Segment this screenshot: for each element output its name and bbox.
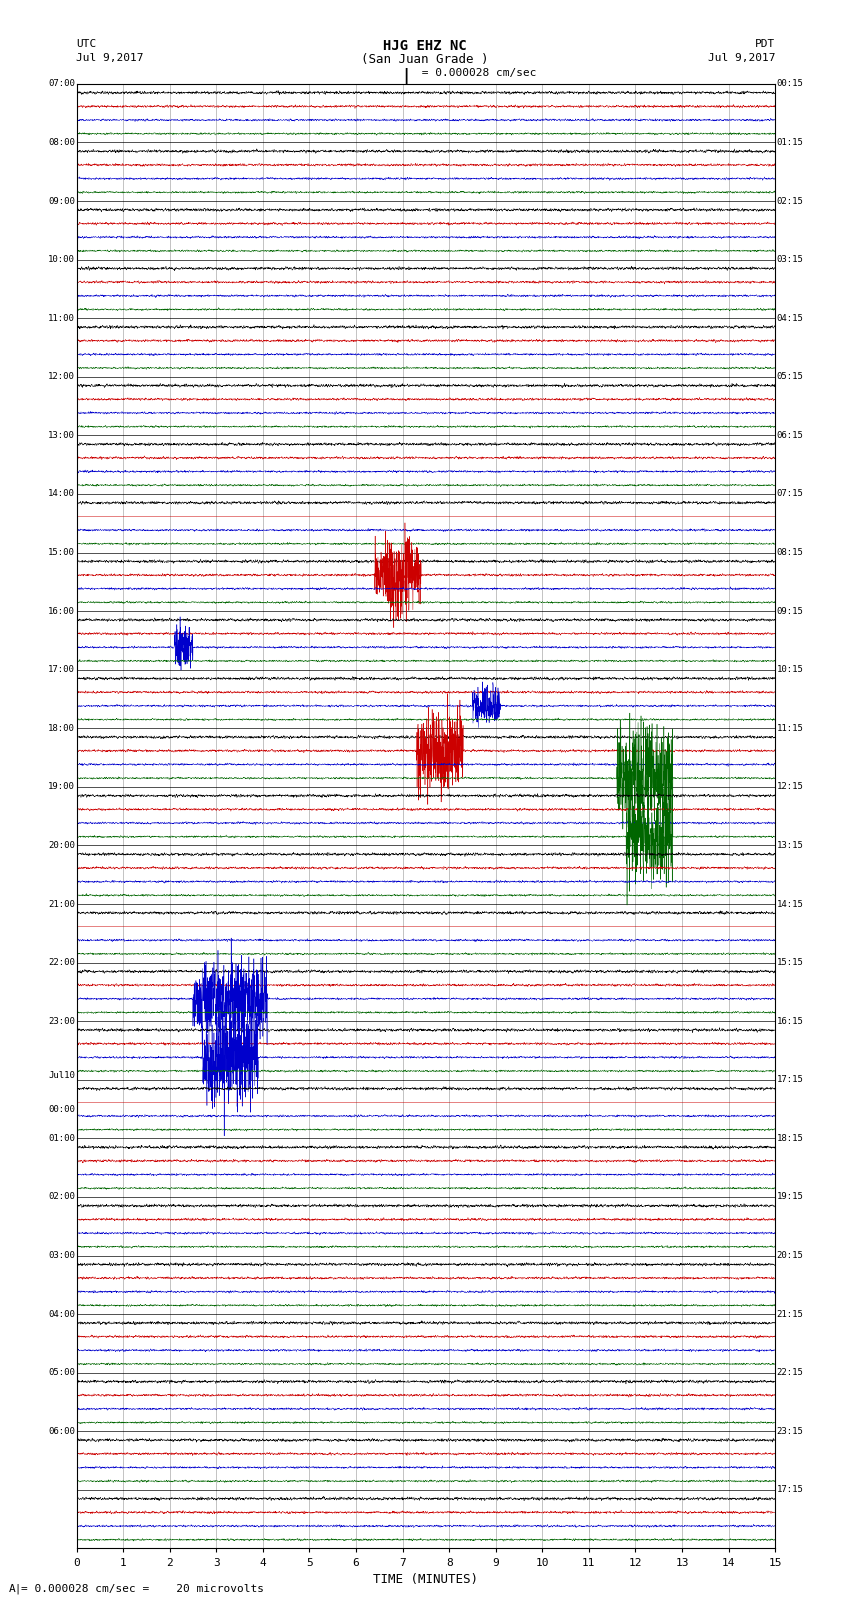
Text: 00:00: 00:00 [48,1105,75,1113]
Text: 17:15: 17:15 [777,1076,803,1084]
Text: 01:00: 01:00 [48,1134,75,1144]
Text: 22:15: 22:15 [777,1368,803,1378]
Text: Jul10: Jul10 [48,1071,75,1079]
Text: 16:15: 16:15 [777,1016,803,1026]
Text: 11:00: 11:00 [48,313,75,323]
Text: = 0.000028 cm/sec =    20 microvolts: = 0.000028 cm/sec = 20 microvolts [21,1584,264,1594]
Text: HJG EHZ NC: HJG EHZ NC [383,39,467,53]
Text: A|: A| [8,1582,22,1594]
Text: |: | [402,68,411,84]
Text: 08:00: 08:00 [48,139,75,147]
Text: 22:00: 22:00 [48,958,75,968]
Text: 20:00: 20:00 [48,840,75,850]
Text: 05:15: 05:15 [777,373,803,381]
Text: 19:00: 19:00 [48,782,75,792]
Text: 06:15: 06:15 [777,431,803,440]
Text: 11:15: 11:15 [777,724,803,732]
Text: 09:00: 09:00 [48,197,75,205]
Text: 06:00: 06:00 [48,1428,75,1436]
Text: 13:15: 13:15 [777,840,803,850]
Text: 17:00: 17:00 [48,665,75,674]
Text: 15:15: 15:15 [777,958,803,968]
Text: 08:15: 08:15 [777,548,803,556]
Text: 13:00: 13:00 [48,431,75,440]
Text: 07:15: 07:15 [777,489,803,498]
Text: 05:00: 05:00 [48,1368,75,1378]
Text: 15:00: 15:00 [48,548,75,556]
Text: 14:15: 14:15 [777,900,803,908]
Text: 07:00: 07:00 [48,79,75,89]
Text: PDT: PDT [755,39,775,48]
Text: 02:15: 02:15 [777,197,803,205]
Text: 03:00: 03:00 [48,1252,75,1260]
Text: 18:15: 18:15 [777,1134,803,1144]
Text: 14:00: 14:00 [48,489,75,498]
Text: 09:15: 09:15 [777,606,803,616]
Text: 16:00: 16:00 [48,606,75,616]
Text: 00:15: 00:15 [777,79,803,89]
Text: 02:00: 02:00 [48,1192,75,1202]
Text: 12:00: 12:00 [48,373,75,381]
Text: Jul 9,2017: Jul 9,2017 [76,53,144,63]
Text: 18:00: 18:00 [48,724,75,732]
Text: 19:15: 19:15 [777,1192,803,1202]
Text: 10:00: 10:00 [48,255,75,265]
Text: 04:00: 04:00 [48,1310,75,1319]
Text: 23:00: 23:00 [48,1016,75,1026]
Text: = 0.000028 cm/sec: = 0.000028 cm/sec [415,68,536,77]
Text: 21:15: 21:15 [777,1310,803,1319]
Text: 17:15: 17:15 [777,1486,803,1494]
Text: Jul 9,2017: Jul 9,2017 [708,53,775,63]
Text: (San Juan Grade ): (San Juan Grade ) [361,53,489,66]
Text: 04:15: 04:15 [777,313,803,323]
Text: 10:15: 10:15 [777,665,803,674]
Text: UTC: UTC [76,39,97,48]
Text: 20:15: 20:15 [777,1252,803,1260]
Text: 21:00: 21:00 [48,900,75,908]
Text: 01:15: 01:15 [777,139,803,147]
X-axis label: TIME (MINUTES): TIME (MINUTES) [373,1573,479,1586]
Text: 23:15: 23:15 [777,1428,803,1436]
Text: 03:15: 03:15 [777,255,803,265]
Text: 12:15: 12:15 [777,782,803,792]
